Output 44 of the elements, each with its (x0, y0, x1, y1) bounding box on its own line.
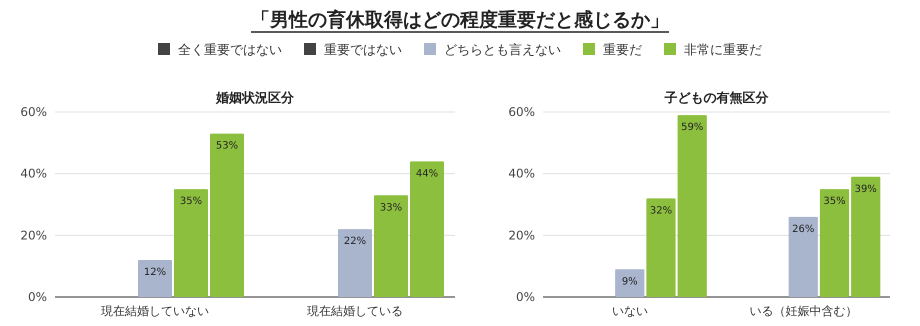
data-label: 32% (650, 205, 672, 216)
y-tick-label: 20% (508, 228, 535, 242)
legend-label: 重要ではない (324, 43, 402, 58)
bar (646, 198, 676, 297)
bar (174, 189, 208, 297)
bar (851, 176, 880, 297)
x-tick-label: いる（妊娠中含む） (749, 304, 858, 318)
chart-title: 「男性の育休取得はどの程度重要だと感じるか」 (251, 9, 669, 31)
x-tick-label: 現在結婚していない (101, 304, 209, 318)
legend-label: 重要だ (603, 43, 642, 58)
data-label: 35% (823, 196, 846, 208)
legend-label: 非常に重要だ (684, 43, 762, 58)
chart-subtitle: 婚姻状況区分 (215, 91, 295, 106)
data-label: 12% (144, 267, 166, 278)
data-label: 53% (216, 140, 238, 152)
bar (410, 161, 444, 297)
bar (788, 216, 818, 297)
y-tick-label: 60% (20, 105, 47, 119)
bar (138, 260, 172, 297)
bar (210, 134, 244, 297)
x-tick-label: いない (612, 304, 648, 318)
bar (338, 229, 372, 297)
data-label: 35% (180, 196, 202, 208)
bar (615, 269, 644, 297)
legend-label: どちらとも言えない (444, 42, 561, 58)
data-label: 26% (792, 224, 814, 235)
y-tick-label: 40% (20, 166, 47, 181)
x-tick-label: 現在結婚している (307, 304, 403, 318)
y-tick-label: 20% (20, 228, 47, 242)
data-label: 33% (380, 202, 402, 214)
data-label: 22% (344, 236, 366, 248)
data-label: 59% (681, 122, 704, 134)
bar (678, 115, 707, 297)
legend-label: 全く重要ではない (178, 43, 282, 58)
bar (820, 189, 850, 297)
data-label: 44% (416, 168, 438, 180)
data-label: 39% (854, 184, 877, 195)
y-tick-label: 0% (28, 290, 47, 304)
y-tick-label: 40% (508, 166, 535, 181)
chart-subtitle: 子どもの有無区分 (664, 91, 770, 106)
data-label: 9% (622, 276, 638, 288)
bar (374, 195, 408, 297)
y-tick-label: 60% (508, 105, 535, 119)
y-tick-label: 0% (516, 290, 535, 304)
